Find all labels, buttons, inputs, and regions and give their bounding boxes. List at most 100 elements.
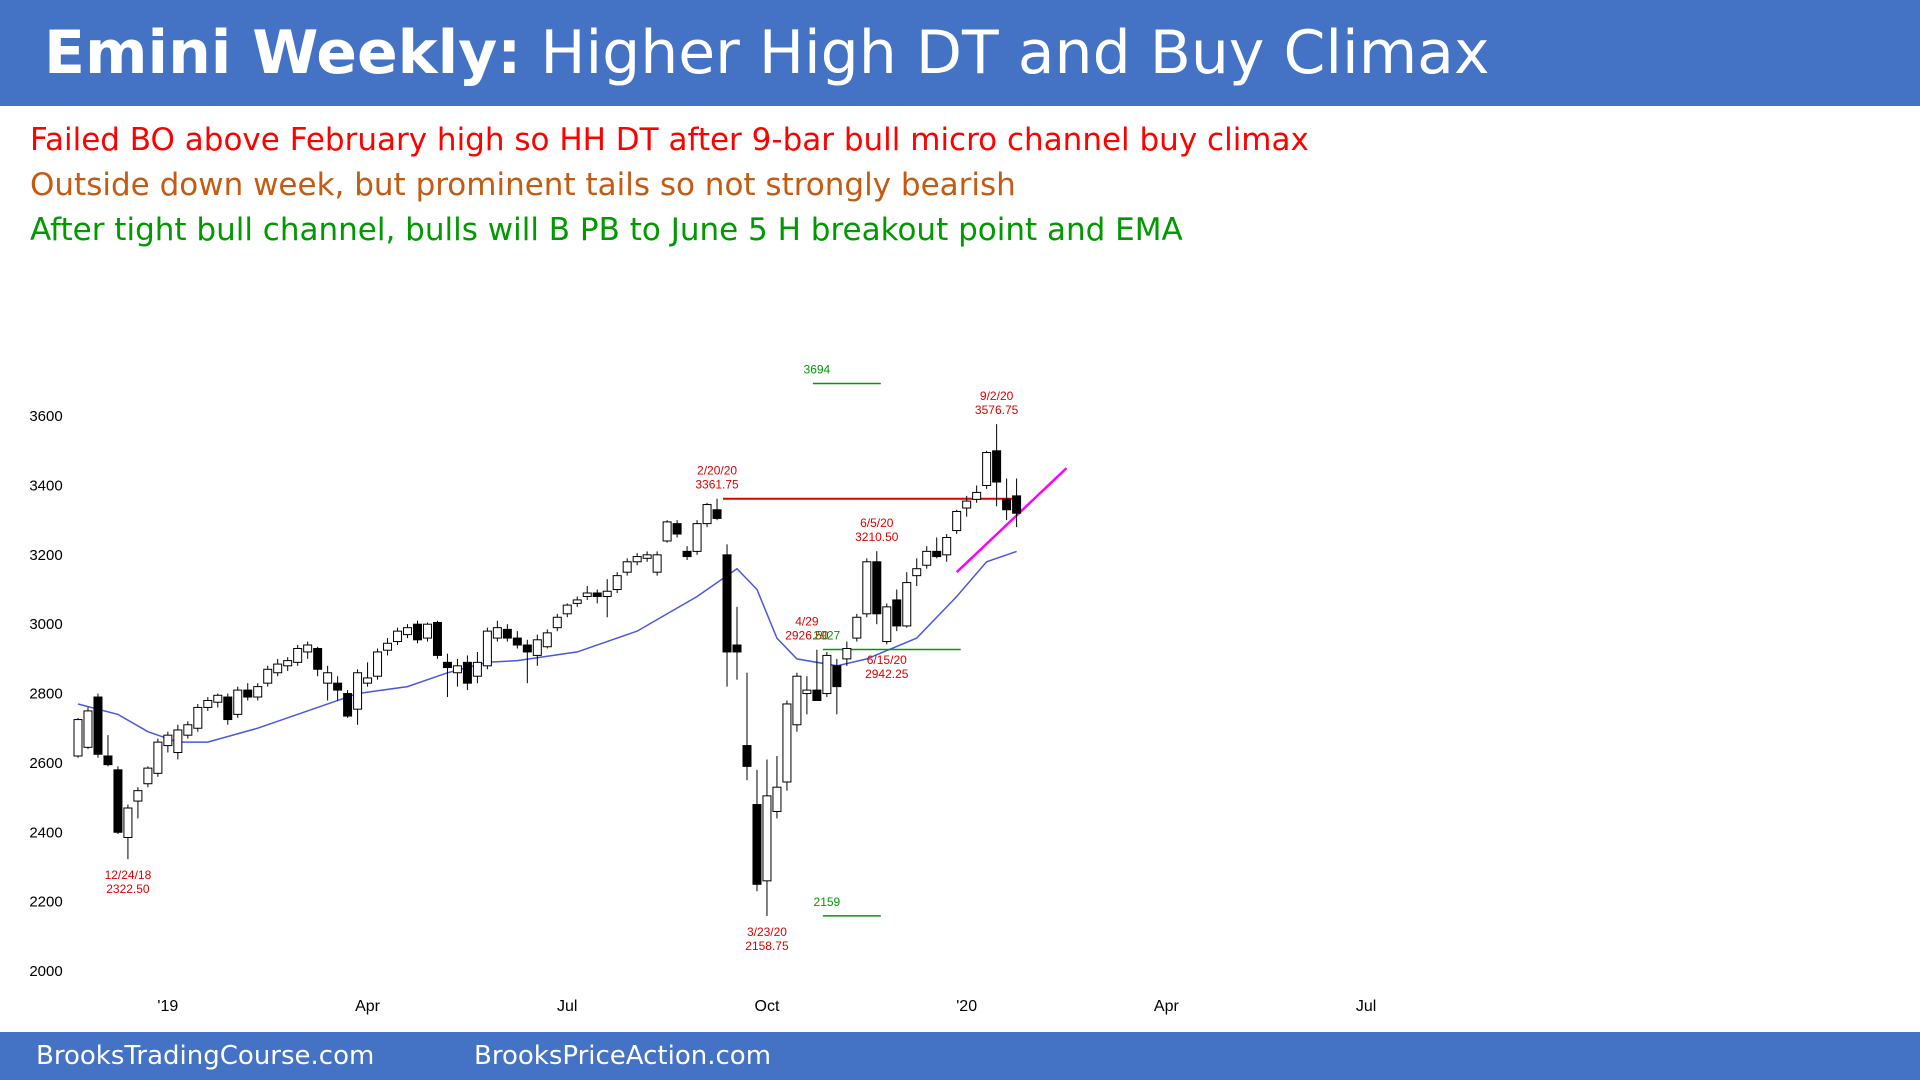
- annotation-label: 12/24/18: [105, 868, 152, 882]
- candle-bear: [103, 755, 113, 766]
- y-tick-label: 3400: [29, 477, 62, 494]
- title-banner: Emini Weekly: Higher High DT and Buy Cli…: [0, 0, 1920, 106]
- candle-bull: [163, 734, 173, 747]
- x-tick-label: Oct: [755, 998, 780, 1015]
- candle-bull: [702, 504, 712, 525]
- trendline-line: [955, 467, 1068, 574]
- annotation-label: 2322.50: [106, 882, 150, 896]
- candle-bull: [293, 647, 303, 663]
- candle-bull: [83, 710, 93, 748]
- annotation-label: 3576.75: [975, 403, 1019, 417]
- candle-bear: [712, 509, 722, 519]
- candle-bull: [393, 630, 403, 643]
- candle-bull: [383, 642, 393, 651]
- candle-bull: [622, 561, 632, 573]
- candle-bull: [842, 647, 852, 660]
- candle-bull: [822, 654, 832, 695]
- candle-bear: [93, 696, 103, 755]
- candle-bear: [522, 644, 532, 653]
- candle-bull: [902, 582, 912, 627]
- annotation-label: 2927: [814, 629, 841, 643]
- candle-bull: [782, 703, 792, 783]
- candle-bull: [273, 663, 283, 674]
- candle-bear: [432, 621, 442, 656]
- annotation-label: 3210.50: [855, 530, 899, 544]
- candle-bull: [403, 627, 413, 636]
- candle-bull: [912, 568, 922, 577]
- candle-bull: [183, 724, 193, 736]
- annotation-label: 6/15/20: [867, 653, 907, 667]
- candle-bull: [982, 452, 992, 486]
- candle-bear: [682, 550, 692, 558]
- annotation-label: 3694: [804, 363, 831, 377]
- candle-bull: [353, 672, 363, 710]
- candle-bull: [582, 592, 592, 597]
- y-tick-label: 3000: [29, 616, 62, 633]
- candle-bull: [133, 790, 143, 802]
- annotation-label: 2158.75: [745, 939, 789, 953]
- annotation-label: 6/5/20: [860, 516, 894, 530]
- candle-bull: [73, 719, 83, 757]
- footer-bar: BrooksTradingCourse.com BrooksPriceActio…: [0, 1032, 1920, 1080]
- page-title: Emini Weekly: Higher High DT and Buy Cli…: [44, 16, 1489, 90]
- candle-bull: [882, 606, 892, 643]
- candle-bear: [722, 554, 732, 653]
- annotation-label: 2926.50: [785, 629, 829, 643]
- candle-bull: [802, 689, 812, 695]
- candle-bear: [113, 769, 123, 833]
- annotation-label: 2159: [814, 895, 841, 909]
- candle-bull: [972, 491, 982, 500]
- candle-bull: [193, 706, 203, 729]
- x-tick-label: Apr: [355, 998, 381, 1015]
- candle-bull: [652, 554, 662, 573]
- annotation-label: 3/23/20: [747, 925, 787, 939]
- candle-bull: [942, 537, 952, 556]
- ema-line: [77, 550, 1017, 743]
- candle-bull: [612, 575, 622, 591]
- candle-bull: [203, 699, 213, 708]
- candle-bull: [422, 623, 432, 639]
- candle-bull: [472, 661, 482, 677]
- candle-bull: [253, 686, 263, 698]
- candle-bear: [1012, 495, 1022, 514]
- annotation-label: 9/2/20: [980, 389, 1014, 403]
- candle-bull: [632, 556, 642, 563]
- candle-bear: [992, 450, 1002, 483]
- note-line-3: After tight bull channel, bulls will B P…: [30, 212, 1183, 248]
- footer-left-site[interactable]: BrooksTradingCourse.com: [36, 1041, 375, 1071]
- x-tick-label: '20: [956, 998, 977, 1015]
- x-tick-label: Apr: [1154, 998, 1180, 1015]
- candle-bear: [512, 637, 522, 646]
- candle-bull: [642, 554, 652, 559]
- title-bold: Emini Weekly:: [44, 18, 522, 88]
- candle-bear: [752, 804, 762, 885]
- candle-bear: [672, 523, 682, 535]
- footer-right-site[interactable]: BrooksPriceAction.com: [474, 1041, 772, 1071]
- y-tick-label: 2400: [29, 824, 62, 841]
- annotation-label: 2942.25: [865, 667, 909, 681]
- candle-bear: [892, 599, 902, 627]
- candle-bear: [592, 592, 602, 597]
- candle-bull: [303, 644, 313, 653]
- candle-bull: [283, 660, 293, 667]
- candle-bull: [862, 561, 872, 615]
- candle-bear: [462, 661, 472, 684]
- candle-bull: [143, 767, 153, 785]
- candle-bear: [872, 561, 882, 615]
- candle-bear: [243, 689, 253, 698]
- candle-bull: [323, 672, 333, 684]
- candle-bull: [263, 668, 273, 684]
- candle-bear: [832, 665, 842, 688]
- candle-bull: [233, 689, 243, 715]
- annotation-label: 4/29: [795, 615, 819, 629]
- candle-bear: [732, 644, 742, 653]
- candle-bull: [572, 599, 582, 604]
- candle-bear: [333, 682, 343, 691]
- annotation-label: 3361.75: [695, 478, 739, 492]
- candle-bull: [452, 665, 462, 674]
- candle-bull: [762, 795, 772, 882]
- candle-bull: [173, 729, 183, 754]
- candle-bull: [123, 807, 133, 838]
- note-line-2: Outside down week, but prominent tails s…: [30, 167, 1016, 203]
